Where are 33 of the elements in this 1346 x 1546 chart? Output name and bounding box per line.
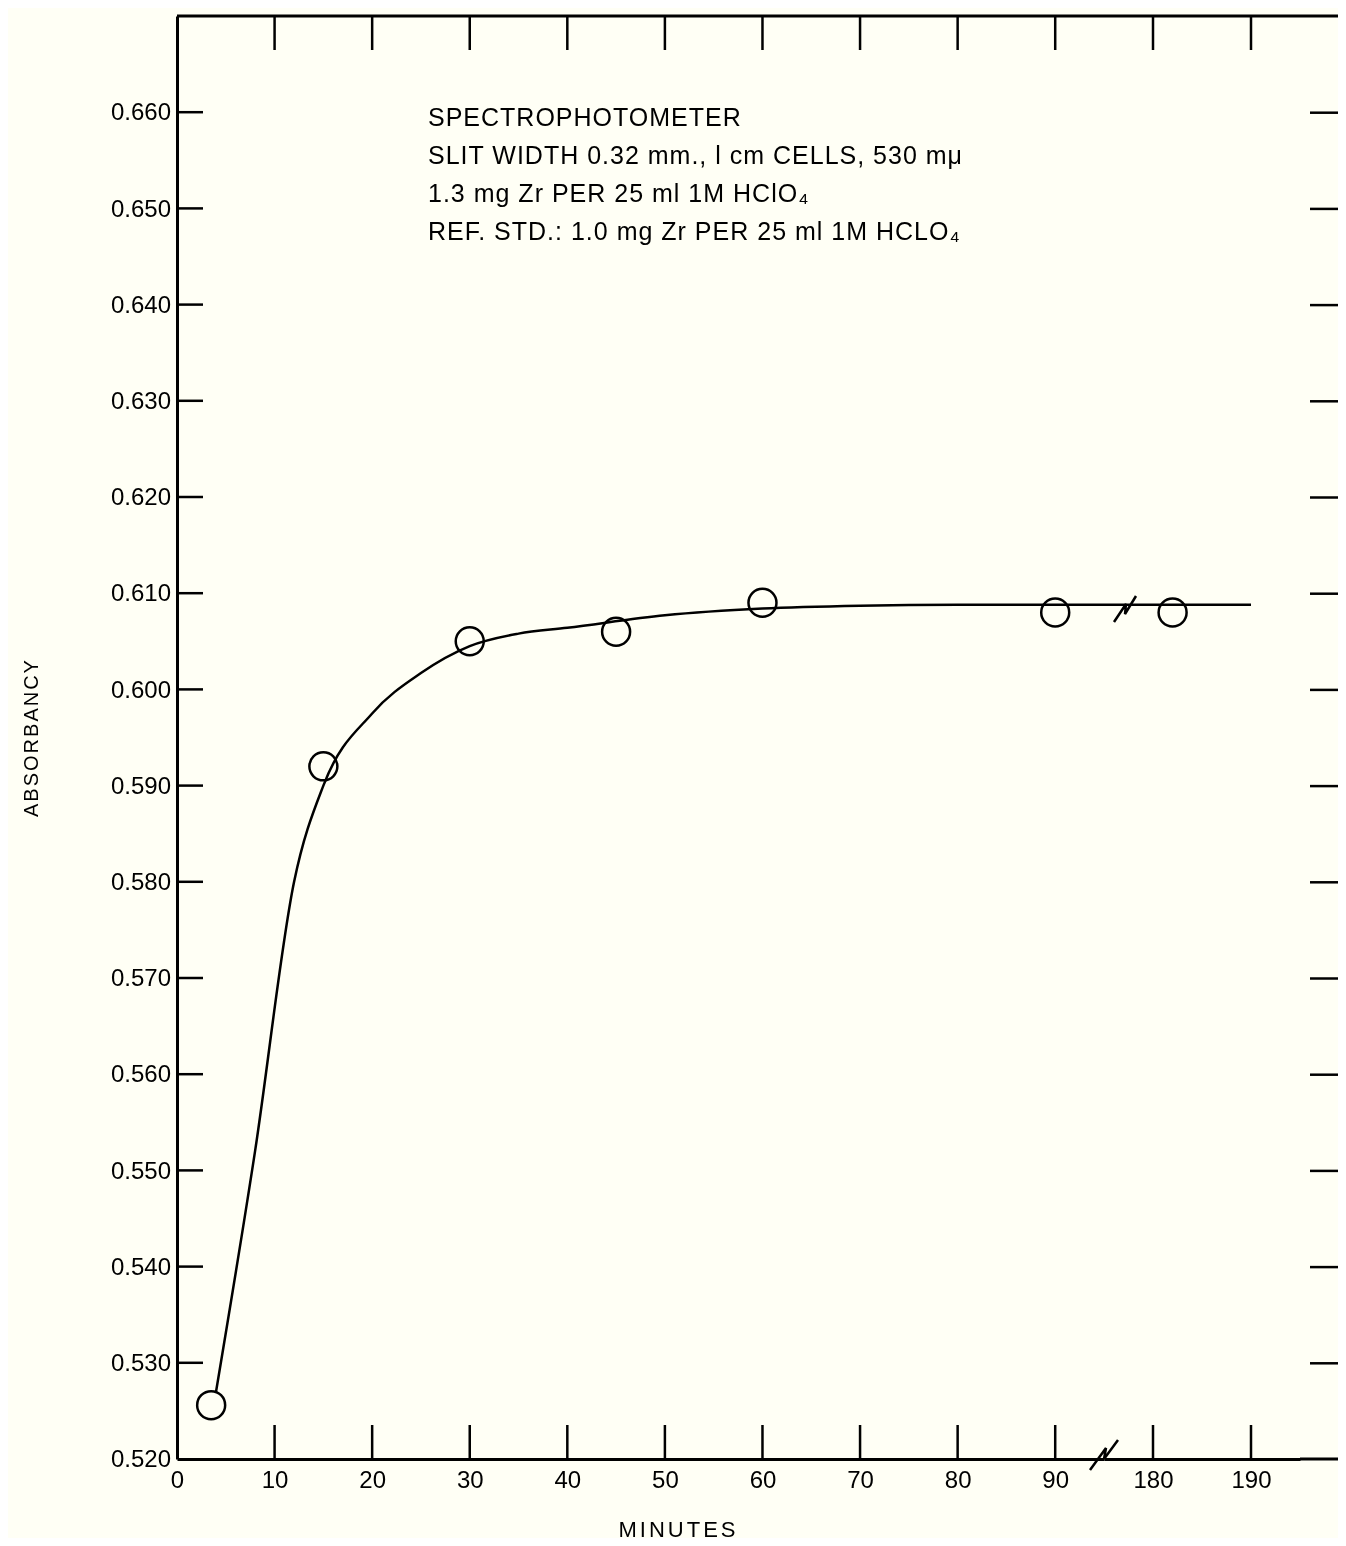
y-tick-label: 0.520 (110, 1445, 171, 1473)
x-tick-label: 40 (554, 1466, 582, 1494)
x-tick-label: 80 (944, 1466, 972, 1494)
y-tick-label: 0.560 (110, 1060, 171, 1088)
x-tick-label: 50 (652, 1466, 679, 1494)
y-tick-label: 0.640 (110, 290, 171, 318)
y-tick-label: 0.610 (110, 579, 171, 607)
x-tick-label: 0 (170, 1466, 185, 1494)
x-tick-label: 30 (456, 1466, 484, 1494)
y-tick-label: 0.540 (110, 1252, 171, 1280)
y-tick-label: 0.650 (110, 194, 171, 222)
y-tick-label: 0.580 (110, 867, 171, 895)
x-tick-label: 190 (1231, 1466, 1272, 1494)
x-tick-label: 20 (359, 1466, 387, 1494)
y-tick-label: 0.550 (110, 1156, 171, 1184)
y-tick-label: 0.600 (110, 675, 171, 703)
annotation: 1.3 mg Zr PER 25 ml 1M HClO₄ (428, 179, 810, 207)
annotation: REF. STD.: 1.0 mg Zr PER 25 ml 1M HCLO₄ (428, 217, 961, 245)
x-tick-label: 180 (1133, 1466, 1174, 1494)
y-tick-label: 0.590 (110, 771, 171, 799)
y-tick-label: 0.530 (110, 1348, 171, 1376)
x-tick-label: 90 (1042, 1466, 1070, 1494)
y-axis-title: ABSORBANCY (20, 658, 42, 817)
annotation: SLIT WIDTH 0.32 mm., l cm CELLS, 530 mμ (428, 141, 964, 169)
x-tick-label: 10 (261, 1466, 289, 1494)
x-tick-label: 70 (847, 1466, 874, 1494)
x-axis-title: MINUTES (618, 1517, 739, 1542)
y-tick-label: 0.630 (110, 386, 171, 414)
y-tick-label: 0.660 (110, 98, 171, 126)
y-tick-label: 0.620 (110, 483, 171, 511)
y-tick-label: 0.570 (110, 964, 171, 992)
annotation: SPECTROPHOTOMETER (428, 103, 742, 131)
x-tick-label: 60 (749, 1466, 777, 1494)
